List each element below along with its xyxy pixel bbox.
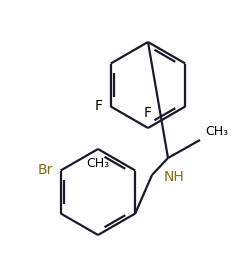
Text: F: F bbox=[95, 100, 103, 114]
Text: NH: NH bbox=[164, 170, 185, 184]
Text: CH₃: CH₃ bbox=[205, 125, 228, 138]
Text: Br: Br bbox=[37, 164, 53, 178]
Text: CH₃: CH₃ bbox=[87, 157, 109, 170]
Text: F: F bbox=[144, 106, 152, 120]
